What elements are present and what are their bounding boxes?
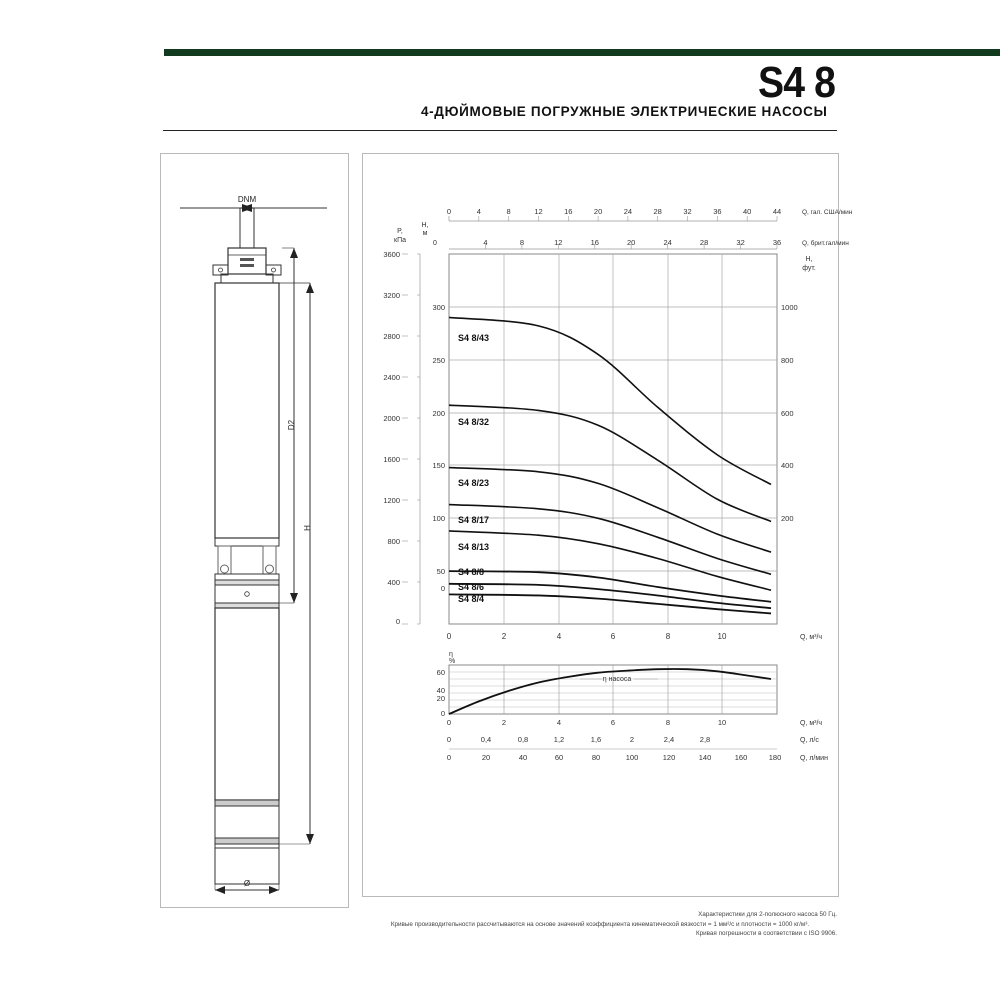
svg-text:180: 180: [769, 753, 782, 762]
svg-text:140: 140: [699, 753, 712, 762]
svg-text:4: 4: [557, 718, 561, 727]
svg-text:Q, м³/ч: Q, м³/ч: [800, 720, 822, 727]
svg-text:DNM: DNM: [238, 195, 257, 204]
svg-text:H: H: [303, 525, 312, 531]
svg-text:1,6: 1,6: [591, 735, 601, 744]
svg-text:6: 6: [611, 718, 615, 727]
svg-text:%: %: [449, 658, 455, 665]
svg-text:100: 100: [626, 753, 639, 762]
svg-text:0: 0: [447, 735, 451, 744]
svg-text:Ø: Ø: [244, 879, 250, 888]
svg-text:0: 0: [447, 718, 451, 727]
svg-text:2: 2: [630, 735, 634, 744]
svg-text:0: 0: [447, 753, 451, 762]
svg-text:2: 2: [502, 718, 506, 727]
svg-text:D2: D2: [287, 419, 296, 430]
svg-text:0: 0: [441, 709, 445, 718]
svg-text:η насоса: η насоса: [603, 676, 632, 683]
svg-text:20: 20: [482, 753, 490, 762]
svg-text:60: 60: [437, 668, 445, 677]
svg-text:120: 120: [663, 753, 676, 762]
svg-text:10: 10: [718, 718, 726, 727]
svg-text:80: 80: [592, 753, 600, 762]
svg-text:60: 60: [555, 753, 563, 762]
svg-text:160: 160: [735, 753, 748, 762]
svg-text:Q, л/с: Q, л/с: [800, 737, 819, 744]
svg-text:1,2: 1,2: [554, 735, 564, 744]
svg-text:2,4: 2,4: [664, 735, 674, 744]
svg-text:20: 20: [437, 694, 445, 703]
svg-text:η: η: [449, 651, 453, 658]
svg-text:0,8: 0,8: [518, 735, 528, 744]
svg-text:Q, л/мин: Q, л/мин: [800, 755, 828, 762]
svg-text:8: 8: [666, 718, 670, 727]
svg-text:40: 40: [519, 753, 527, 762]
svg-text:0,4: 0,4: [481, 735, 491, 744]
svg-text:2,8: 2,8: [700, 735, 710, 744]
